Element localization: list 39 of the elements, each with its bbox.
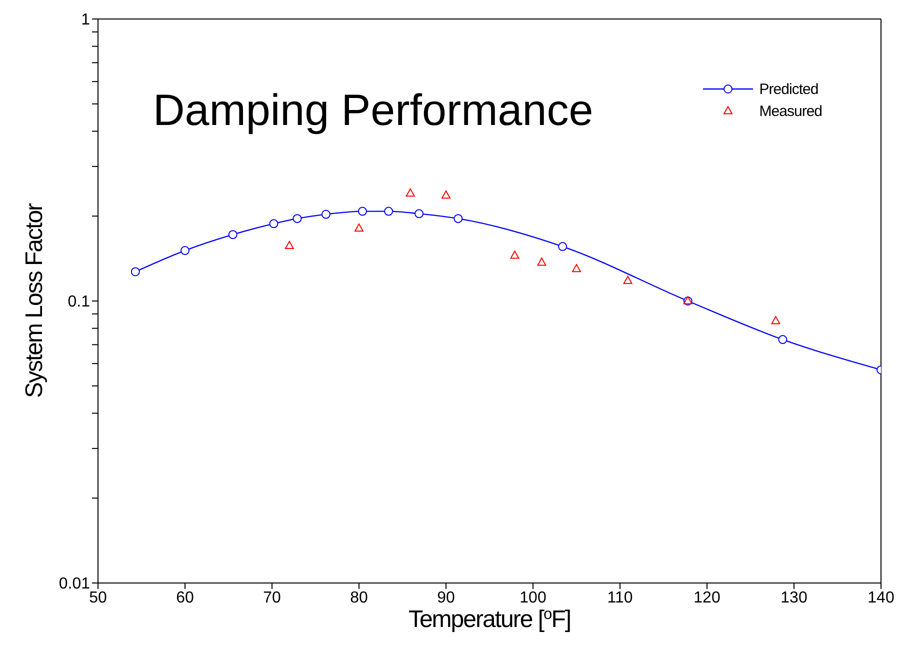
point (406, 188, 415, 197)
x-tick-label: 130 (780, 589, 808, 606)
point (778, 335, 788, 344)
legend-label: Measured (759, 102, 822, 120)
x-axis-title: Temperature [$^{o}$F] (408, 606, 571, 633)
x-tick-label: 110 (607, 589, 633, 606)
point (292, 214, 302, 224)
x-tick-label: 80 (350, 589, 368, 606)
x-tick-label: 140 (868, 589, 894, 606)
point (321, 210, 330, 219)
legend-label: Predicted (759, 80, 818, 98)
point (454, 214, 463, 224)
point (284, 240, 294, 250)
point (623, 276, 632, 284)
text: Damping Performance (153, 86, 594, 136)
point (510, 250, 520, 259)
point (771, 316, 780, 324)
x-tick-label: 70 (263, 589, 281, 606)
y-tick-label: 0.01 (58, 576, 90, 593)
x-tick-label: 120 (694, 589, 720, 606)
point (537, 258, 546, 266)
y-axis-title: System Loss Factor (21, 202, 48, 398)
point (354, 223, 364, 232)
x-tick-label: 100 (520, 589, 546, 606)
y-tick-label: 1 (81, 12, 90, 29)
point (228, 230, 238, 240)
x-tick-label: 90 (437, 589, 455, 606)
point (414, 209, 424, 218)
point (358, 206, 367, 216)
y-tick-label: 0.1 (68, 294, 90, 311)
x-tick-label: 60 (176, 589, 194, 606)
point (384, 206, 394, 216)
x-tick-label: 50 (89, 589, 107, 606)
point (269, 219, 278, 228)
point (442, 190, 450, 199)
point (180, 246, 190, 256)
point (558, 242, 568, 252)
point (572, 264, 581, 272)
point (130, 267, 140, 276)
